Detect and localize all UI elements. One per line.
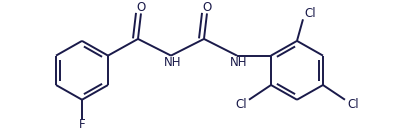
Text: Cl: Cl [347, 98, 359, 111]
Text: F: F [79, 118, 85, 131]
Text: O: O [202, 1, 212, 14]
Text: NH: NH [230, 56, 248, 69]
Text: Cl: Cl [235, 98, 247, 111]
Text: NH: NH [164, 56, 182, 69]
Text: O: O [136, 1, 146, 14]
Text: Cl: Cl [304, 7, 316, 20]
